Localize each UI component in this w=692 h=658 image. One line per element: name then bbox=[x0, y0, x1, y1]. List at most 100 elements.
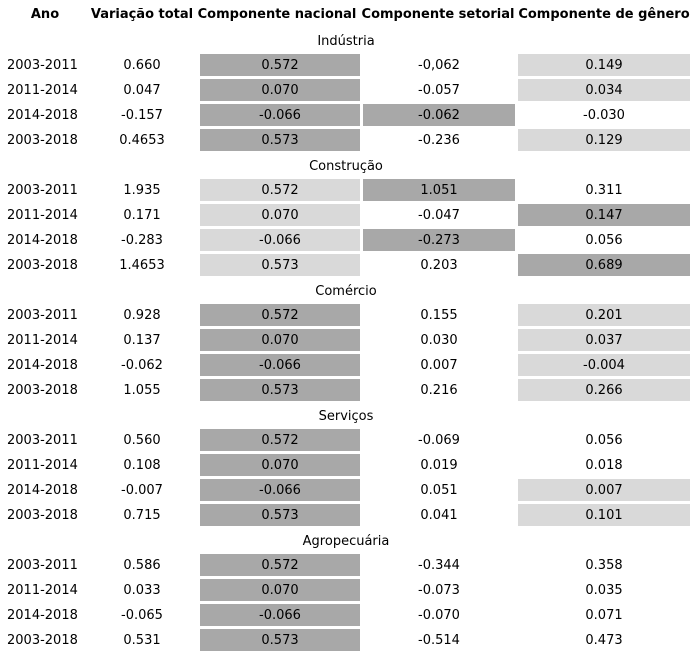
cell-componente-nacional: 0.573 bbox=[200, 129, 360, 151]
cell-componente-genero: 0.034 bbox=[518, 79, 690, 101]
section-title-agropecuaria: Agropecuária bbox=[302, 534, 390, 549]
cell-componente-genero: 0.358 bbox=[585, 557, 623, 573]
cell-componente-nacional: 0.070 bbox=[200, 79, 360, 101]
cell-variacao-total: -0.283 bbox=[121, 232, 163, 248]
cell-ano: 2003-2018 bbox=[7, 632, 78, 648]
cell-ano: 2003-2011 bbox=[7, 57, 78, 73]
table-row: 2014-2018 -0.157 -0.066 -0.062 -0.030 bbox=[0, 104, 692, 129]
cell-ano: 2011-2014 bbox=[7, 332, 78, 348]
cell-componente-setorial: -0.236 bbox=[418, 132, 460, 148]
table-row: 2003-2011 0.586 0.572 -0.344 0.358 bbox=[0, 554, 692, 579]
cell-componente-nacional: 0.573 bbox=[200, 379, 360, 401]
cell-ano: 2014-2018 bbox=[7, 607, 78, 623]
cell-componente-genero: 0.149 bbox=[518, 54, 690, 76]
cell-componente-genero: 0.201 bbox=[518, 304, 690, 326]
cell-componente-setorial: 0.007 bbox=[420, 357, 458, 373]
cell-componente-nacional: -0.066 bbox=[200, 104, 360, 126]
cell-componente-setorial: 0.030 bbox=[420, 332, 458, 348]
cell-componente-setorial: -0.070 bbox=[418, 607, 460, 623]
table-row: 2014-2018 -0.062 -0.066 0.007 -0.004 bbox=[0, 354, 692, 379]
table-row: 2014-2018 -0.065 -0.066 -0.070 0.071 bbox=[0, 604, 692, 629]
cell-componente-nacional: -0.066 bbox=[200, 479, 360, 501]
cell-componente-setorial: 1.051 bbox=[363, 179, 515, 201]
cell-variacao-total: 1.055 bbox=[123, 382, 161, 398]
cell-componente-genero: 0.147 bbox=[518, 204, 690, 226]
cell-variacao-total: 1.935 bbox=[123, 182, 161, 198]
table-row: 2014-2018 -0.283 -0.066 -0.273 0.056 bbox=[0, 229, 692, 254]
cell-variacao-total: 0.137 bbox=[123, 332, 161, 348]
cell-componente-genero: 0.056 bbox=[585, 432, 623, 448]
cell-componente-setorial: -0.062 bbox=[363, 104, 515, 126]
table-row: 2011-2014 0.171 0.070 -0.047 0.147 bbox=[0, 204, 692, 229]
cell-ano: 2003-2018 bbox=[7, 382, 78, 398]
cell-ano: 2011-2014 bbox=[7, 457, 78, 473]
cell-componente-nacional: 0.572 bbox=[200, 54, 360, 76]
table-row: 2003-2011 1.935 0.572 1.051 0.311 bbox=[0, 179, 692, 204]
cell-ano: 2003-2011 bbox=[7, 557, 78, 573]
table-row: 2003-2018 1.055 0.573 0.216 0.266 bbox=[0, 379, 692, 404]
cell-variacao-total: 0.660 bbox=[123, 57, 161, 73]
cell-componente-nacional: -0.066 bbox=[200, 604, 360, 626]
cell-variacao-total: 0.586 bbox=[123, 557, 161, 573]
section-title-construcao: Construção bbox=[309, 159, 383, 174]
cell-componente-nacional: 0.572 bbox=[200, 554, 360, 576]
cell-componente-genero: 0.035 bbox=[585, 582, 623, 598]
cell-componente-genero: 0.473 bbox=[585, 632, 623, 648]
cell-componente-nacional: 0.070 bbox=[200, 329, 360, 351]
cell-variacao-total: 0.560 bbox=[123, 432, 161, 448]
cell-componente-setorial: 0.019 bbox=[420, 457, 458, 473]
table-row: 2003-2018 0.531 0.573 -0.514 0.473 bbox=[0, 629, 692, 654]
cell-componente-setorial: -0.273 bbox=[363, 229, 515, 251]
cell-componente-nacional: 0.070 bbox=[200, 204, 360, 226]
cell-componente-setorial: -0.069 bbox=[418, 432, 460, 448]
cell-componente-setorial: -0.514 bbox=[418, 632, 460, 648]
cell-componente-setorial: 0.203 bbox=[420, 257, 458, 273]
cell-componente-genero: 0.018 bbox=[585, 457, 623, 473]
column-header-componente-setorial: Componente setorial bbox=[361, 7, 515, 22]
section-title-industria: Indústria bbox=[317, 34, 375, 49]
cell-variacao-total: -0.007 bbox=[121, 482, 163, 498]
cell-ano: 2003-2011 bbox=[7, 182, 78, 198]
cell-componente-nacional: -0.066 bbox=[200, 229, 360, 251]
cell-componente-nacional: 0.572 bbox=[200, 429, 360, 451]
cell-componente-setorial: 0.155 bbox=[420, 307, 458, 323]
cell-ano: 2014-2018 bbox=[7, 232, 78, 248]
cell-componente-setorial: -0.057 bbox=[418, 82, 460, 98]
cell-ano: 2003-2011 bbox=[7, 307, 78, 323]
cell-componente-setorial: 0.216 bbox=[420, 382, 458, 398]
cell-componente-genero: -0.030 bbox=[583, 107, 625, 123]
cell-ano: 2011-2014 bbox=[7, 82, 78, 98]
table-row: 2011-2014 0.108 0.070 0.019 0.018 bbox=[0, 454, 692, 479]
cell-componente-genero: -0.004 bbox=[518, 354, 690, 376]
cell-componente-setorial: -0.344 bbox=[418, 557, 460, 573]
column-header-ano: Ano bbox=[30, 7, 60, 22]
section-title-servicos: Serviços bbox=[318, 409, 374, 424]
column-header-componente-genero: Componente de gênero bbox=[518, 7, 690, 22]
cell-ano: 2003-2018 bbox=[7, 132, 78, 148]
cell-ano: 2014-2018 bbox=[7, 357, 78, 373]
table-row: 2003-2018 0.715 0.573 0.041 0.101 bbox=[0, 504, 692, 529]
cell-componente-genero: 0.037 bbox=[518, 329, 690, 351]
cell-componente-genero: 0.007 bbox=[518, 479, 690, 501]
cell-componente-setorial: -0.073 bbox=[418, 582, 460, 598]
cell-variacao-total: 0.108 bbox=[123, 457, 161, 473]
cell-variacao-total: -0.062 bbox=[121, 357, 163, 373]
cell-componente-genero: 0.071 bbox=[585, 607, 623, 623]
cell-variacao-total: -0.157 bbox=[121, 107, 163, 123]
cell-variacao-total: 0.033 bbox=[123, 582, 161, 598]
column-header-componente-nacional: Componente nacional bbox=[197, 7, 357, 22]
table-row: 2003-2018 1.4653 0.573 0.203 0.689 bbox=[0, 254, 692, 279]
cell-componente-nacional: 0.573 bbox=[200, 504, 360, 526]
cell-ano: 2011-2014 bbox=[7, 582, 78, 598]
cell-ano: 2014-2018 bbox=[7, 482, 78, 498]
cell-ano: 2003-2018 bbox=[7, 507, 78, 523]
table-row: 2003-2018 0.4653 0.573 -0.236 0.129 bbox=[0, 129, 692, 154]
cell-variacao-total: 0.4653 bbox=[119, 132, 165, 148]
table-row: 2003-2011 0.928 0.572 0.155 0.201 bbox=[0, 304, 692, 329]
cell-componente-setorial: -0,062 bbox=[418, 57, 460, 73]
cell-componente-genero: 0.056 bbox=[585, 232, 623, 248]
cell-componente-setorial: 0.051 bbox=[420, 482, 458, 498]
cell-componente-setorial: -0.047 bbox=[418, 207, 460, 223]
cell-componente-setorial: 0.041 bbox=[420, 507, 458, 523]
